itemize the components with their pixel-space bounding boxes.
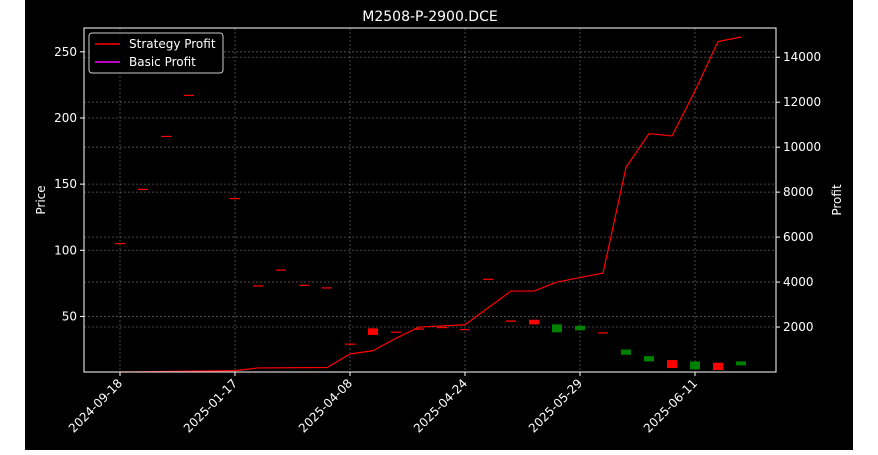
axes-frame [83, 27, 777, 373]
x-axis: 2024-09-18 2025-01-17 2025-04-08 2025-04-24… [66, 372, 700, 435]
candle [667, 360, 677, 369]
y-tick-label-right: 6000 [783, 230, 814, 244]
legend-label-strategy: Strategy Profit [129, 37, 216, 51]
candle [414, 328, 424, 330]
y-tick-label-left: 100 [54, 243, 77, 257]
y-tick-label-right: 14000 [783, 50, 821, 64]
y-tick-label-right: 10000 [783, 140, 821, 154]
candle [161, 135, 171, 138]
y-tick-label-left: 200 [54, 111, 77, 125]
grid [84, 28, 776, 372]
y-tick-label-left: 150 [54, 177, 77, 191]
series-line [119, 36, 742, 373]
candle [230, 198, 240, 200]
figure: M2508-P-2900.DCE 50 100 150 200 250 2000 4000… [25, 0, 853, 450]
candle [437, 327, 447, 329]
candle [368, 328, 378, 335]
candle [138, 188, 148, 190]
candle [299, 284, 309, 286]
candle [322, 287, 332, 289]
y-tick-label-right: 4000 [783, 275, 814, 289]
x-tick-label: 2025-04-08 [296, 376, 355, 435]
legend: Strategy Profit Basic Profit [88, 32, 224, 74]
profit-lines [119, 36, 742, 373]
y-tick-label-right: 2000 [783, 320, 814, 334]
candle [713, 362, 723, 371]
candle [506, 320, 516, 322]
candle [184, 94, 194, 97]
chart-title: M2508-P-2900.DCE [362, 9, 497, 25]
y-tick-label-right: 12000 [783, 95, 821, 109]
chart-svg: M2508-P-2900.DCE 50 100 150 200 250 2000 4000… [34, 9, 844, 435]
x-tick-label: 2025-06-11 [641, 376, 700, 435]
candle [253, 285, 263, 287]
y-axis-label-right: Profit [830, 184, 844, 216]
candle [598, 332, 608, 334]
candle [621, 349, 631, 355]
candle [529, 319, 539, 325]
right-y-axis: 2000 4000 6000 8000 10000 12000 14000 [776, 50, 821, 334]
candle [736, 361, 746, 366]
x-tick-label: 2024-09-18 [66, 376, 125, 435]
candle [115, 243, 125, 245]
x-tick-label: 2025-05-29 [526, 376, 585, 435]
candle [575, 325, 585, 331]
x-tick-label: 2025-01-17 [181, 376, 240, 435]
candle [391, 331, 401, 333]
candle [276, 269, 286, 271]
y-tick-label-left: 50 [62, 309, 77, 323]
candle [552, 324, 562, 333]
left-y-axis: 50 100 150 200 250 [54, 45, 84, 323]
candle [690, 361, 700, 370]
y-axis-label-left: Price [34, 185, 48, 214]
candle [644, 356, 654, 362]
x-tick-label: 2025-04-24 [411, 376, 470, 435]
candle [460, 329, 470, 331]
y-tick-label-right: 8000 [783, 185, 814, 199]
legend-box [88, 32, 224, 74]
candles [115, 94, 746, 371]
candle [483, 278, 493, 280]
legend-label-basic: Basic Profit [129, 55, 196, 69]
y-tick-label-left: 250 [54, 45, 77, 59]
candle [345, 343, 355, 345]
